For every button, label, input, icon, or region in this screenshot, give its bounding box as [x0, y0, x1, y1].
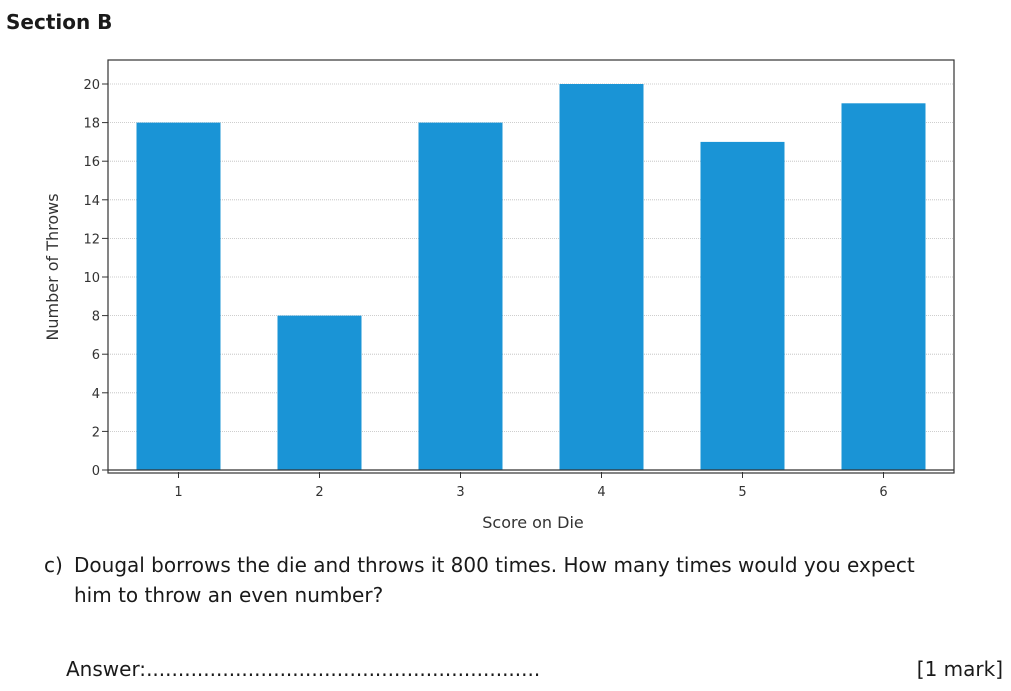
- question-line-1: Dougal borrows the die and throws it 800…: [74, 553, 915, 577]
- bar-6: [841, 103, 926, 471]
- y-tick-label: 8: [92, 310, 100, 325]
- axes: [102, 59, 955, 478]
- bar-4: [559, 84, 644, 470]
- x-axis-label: Score on Die: [482, 513, 584, 532]
- plot-frame: [107, 59, 955, 474]
- answer-blank[interactable]: ........................................…: [146, 657, 541, 681]
- bars: [136, 84, 926, 471]
- x-tick-label: 4: [597, 485, 605, 500]
- y-tick-label: 2: [92, 425, 100, 440]
- y-tick-label: 6: [92, 348, 100, 363]
- x-tick-label: 6: [879, 485, 887, 500]
- y-tick-label: 14: [83, 194, 100, 209]
- y-tick-labels: 0 2 4 6 8 10 12 14 16 18 20: [83, 78, 100, 479]
- question-label: c): [44, 553, 63, 577]
- section-title: Section B: [6, 10, 113, 34]
- bar-3: [418, 122, 503, 470]
- question-line-2: him to throw an even number?: [74, 583, 384, 607]
- answer-label: Answer:: [66, 657, 147, 681]
- y-axis-label: Number of Throws: [43, 193, 62, 340]
- x-tick-label: 2: [315, 485, 323, 500]
- bar-2: [277, 315, 362, 470]
- x-tick-labels: 1 2 3 4 5 6: [174, 485, 887, 500]
- answer-line[interactable]: Answer:.................................…: [66, 657, 540, 681]
- x-tick-label: 3: [456, 485, 464, 500]
- gridlines: [108, 83, 954, 432]
- bar-5: [700, 141, 785, 470]
- y-tick-label: 4: [92, 387, 100, 402]
- bar-1: [136, 122, 221, 470]
- x-tick-label: 1: [174, 485, 182, 500]
- marks-label: [1 mark]: [916, 657, 1003, 681]
- y-tick-label: 0: [92, 464, 100, 479]
- y-tick-label: 12: [83, 232, 100, 247]
- x-tick-label: 5: [738, 485, 746, 500]
- y-tick-label: 18: [83, 117, 100, 132]
- y-tick-label: 16: [83, 155, 100, 170]
- question: c) Dougal borrows the die and throws it 8…: [44, 550, 974, 610]
- y-tick-label: 10: [83, 271, 100, 286]
- y-tick-label: 20: [83, 78, 100, 93]
